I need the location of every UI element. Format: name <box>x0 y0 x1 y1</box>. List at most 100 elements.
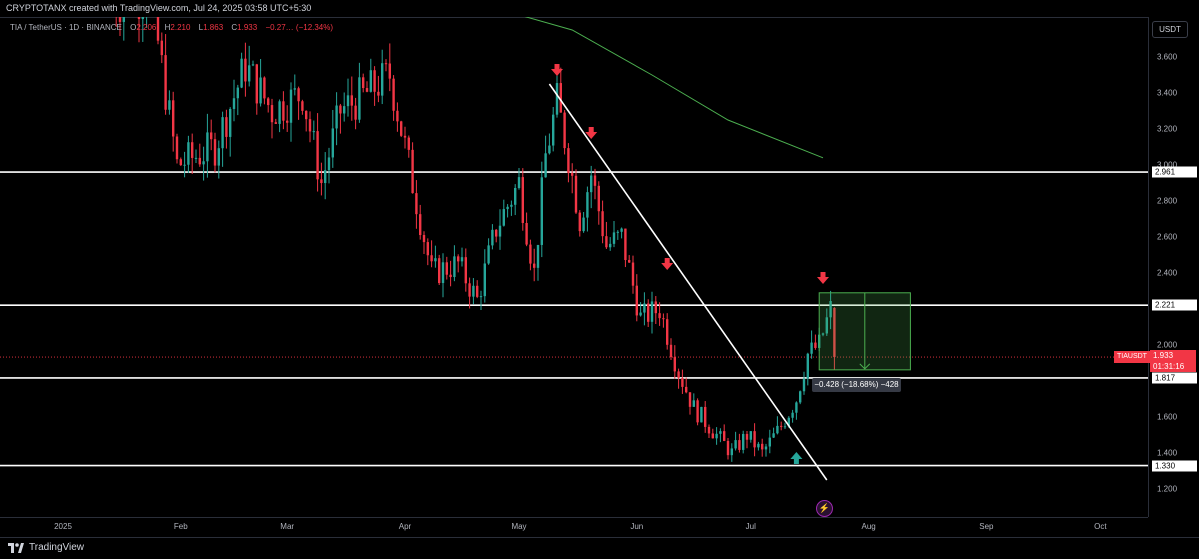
candle-body <box>255 64 258 104</box>
candle-body <box>719 431 722 434</box>
candle-body <box>639 312 642 316</box>
price-tick-label: 2.400 <box>1157 268 1178 278</box>
candle-body <box>118 17 122 22</box>
candle-body <box>358 77 361 120</box>
tradingview-logo-icon <box>8 542 24 553</box>
candle-body <box>354 105 357 120</box>
candle-body <box>704 406 707 427</box>
down-arrow-icon <box>585 127 598 139</box>
candle-body <box>206 132 209 162</box>
price-tick-label: 2.800 <box>1157 196 1178 206</box>
candle-body <box>183 164 186 166</box>
candle-body <box>620 228 623 232</box>
candle-body <box>833 307 836 358</box>
candle-body <box>685 386 688 393</box>
candle-body <box>365 88 369 92</box>
time-tick-label: Feb <box>173 522 188 531</box>
candle-body <box>806 353 809 379</box>
candle-body <box>536 244 540 268</box>
candle-body <box>514 188 517 205</box>
candle-body <box>453 256 456 278</box>
header-bar: CRYPTOTANX created with TradingView.com,… <box>0 0 1199 18</box>
high-label: H <box>164 23 171 32</box>
candle-body <box>669 344 673 358</box>
candle-body <box>780 425 783 427</box>
up-arrow-icon <box>790 452 803 464</box>
candle-body <box>650 301 654 322</box>
candle-body <box>681 377 684 387</box>
candle-body <box>225 117 228 137</box>
candle-body <box>635 285 638 316</box>
candle-body <box>297 88 300 102</box>
candle-body <box>278 101 281 124</box>
trendline[interactable] <box>548 83 828 481</box>
candle-body <box>582 217 585 232</box>
candle-body <box>677 371 680 378</box>
candle-body <box>472 285 475 297</box>
candle-body <box>772 433 775 438</box>
last-price-value: 1.933 <box>1153 351 1174 360</box>
candle-body <box>749 431 752 440</box>
candle-body <box>810 342 813 354</box>
level-price-badge: 2.221 <box>1152 299 1197 311</box>
currency-button[interactable]: USDT <box>1152 21 1188 38</box>
candle-body <box>658 313 661 319</box>
candle-body <box>259 77 262 104</box>
candle-body <box>567 148 570 174</box>
candle-body <box>753 431 756 448</box>
lightning-icon[interactable]: ⚡ <box>816 500 833 517</box>
candle-body <box>715 433 718 439</box>
time-tick-label: Mar <box>280 522 295 531</box>
candle-body <box>324 170 327 184</box>
time-tick-label: Sep <box>979 522 994 531</box>
candle-body <box>441 262 445 284</box>
candle-body <box>483 263 486 297</box>
price-range-arrowhead <box>859 363 871 370</box>
candle-body <box>137 17 141 20</box>
candle-body <box>799 391 802 403</box>
close-label: C <box>231 23 238 32</box>
symbol-title[interactable]: TIA / TetherUS · 1D · BINANCE <box>10 23 122 32</box>
candle-body <box>802 378 806 392</box>
candle-body <box>301 101 304 111</box>
candle-body <box>377 91 380 96</box>
candle-body <box>795 402 798 413</box>
candle-body <box>730 448 733 456</box>
candle-body <box>814 342 817 348</box>
candle-body <box>251 64 255 66</box>
down-arrow-icon <box>661 258 674 270</box>
low-label: L <box>198 23 204 32</box>
footer-bar: TradingView <box>0 537 1199 559</box>
candle-body <box>316 131 319 180</box>
candle-body <box>160 40 163 56</box>
candle-body <box>495 229 498 237</box>
candle-body <box>673 357 676 372</box>
candle-body <box>628 260 631 263</box>
candle-body <box>339 105 342 114</box>
time-tick-label: Apr <box>398 522 412 531</box>
candle-body <box>411 149 414 194</box>
price-chart[interactable] <box>0 17 1148 517</box>
candle-body <box>555 83 559 115</box>
candle-body <box>289 89 293 123</box>
candle-body <box>187 142 190 165</box>
candle-body <box>597 185 600 212</box>
candle-body <box>487 245 490 264</box>
candle-body <box>571 173 574 176</box>
candle-body <box>711 433 714 439</box>
candle-body <box>457 256 460 262</box>
candle-body <box>172 100 175 137</box>
candle-body <box>407 137 410 150</box>
candle-body <box>248 65 251 82</box>
candle-body <box>236 87 239 99</box>
candle-body <box>734 440 737 449</box>
level-price-badge: 1.330 <box>1152 460 1197 472</box>
price-axis[interactable]: 3.600 3.400 3.200 3.000 2.800 2.600 2.400 2.000… <box>1148 17 1199 517</box>
candle-body <box>692 400 695 407</box>
tradingview-brand[interactable]: TradingView <box>8 542 84 553</box>
candle-body <box>460 257 464 262</box>
time-axis[interactable]: 2025 Feb Mar Apr May Jun Jul Aug Sep Oct <box>0 517 1148 538</box>
candle-body <box>726 440 730 456</box>
candle-body <box>320 179 323 184</box>
change-value: −0.27… (−12.34%) <box>265 23 334 32</box>
